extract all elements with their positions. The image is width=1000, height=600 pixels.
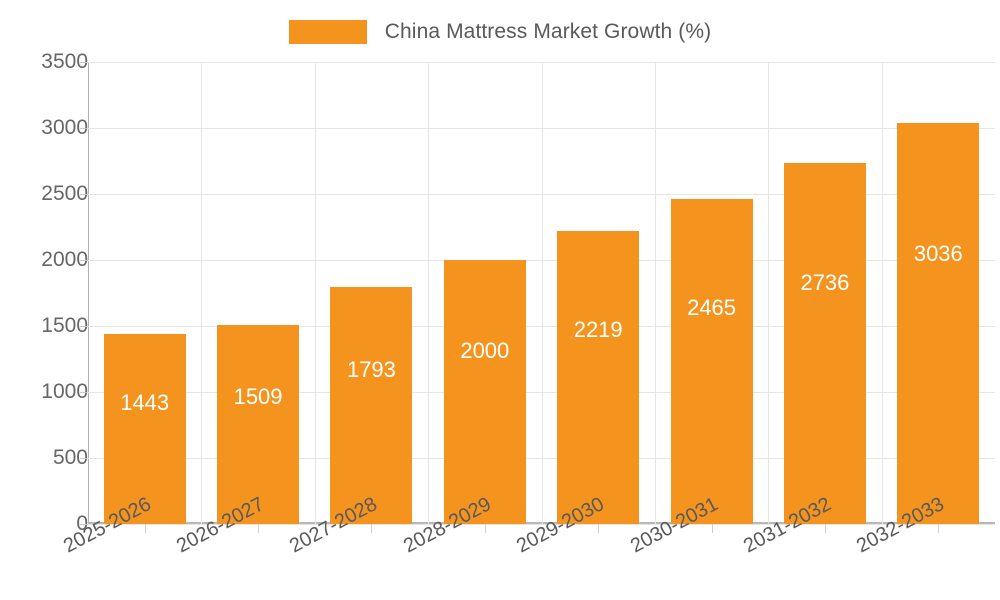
y-axis-tick-mark (80, 524, 88, 525)
y-axis-line (88, 62, 89, 524)
gridline-horizontal (88, 524, 995, 525)
gridline-horizontal (88, 128, 995, 129)
gridline-vertical (655, 62, 656, 524)
legend-item-0[interactable]: China Mattress Market Growth (%) (288, 20, 712, 44)
bar[interactable]: 2000 (443, 260, 526, 524)
bar[interactable]: 3036 (897, 123, 980, 524)
bar-value-label: 1793 (346, 357, 396, 383)
gridline-vertical (428, 62, 429, 524)
bar-value-label: 1443 (120, 389, 170, 415)
x-axis-tick-mark (371, 524, 372, 533)
y-axis-tick-mark (80, 194, 88, 195)
gridline-vertical (882, 62, 883, 524)
bar-value-label: 3036 (913, 241, 963, 267)
bar-value-label: 2000 (460, 338, 510, 363)
y-axis-tick-label: 3500 (41, 50, 88, 73)
gridline-vertical (768, 62, 769, 524)
y-axis-tick-mark (80, 392, 88, 393)
y-axis-tick-label: 1500 (41, 314, 88, 337)
x-axis-tick-mark (485, 524, 486, 533)
gridline-vertical (542, 62, 543, 524)
y-axis-tick-label: 3000 (41, 116, 88, 139)
gridline-vertical (315, 62, 316, 524)
chart-legend: China Mattress Market Growth (%) (0, 12, 1000, 52)
legend-color-swatch-icon (288, 20, 367, 44)
y-axis-tick-label: 2500 (41, 182, 88, 205)
legend-label: China Mattress Market Growth (%) (384, 20, 712, 43)
x-axis-tick-mark (825, 524, 826, 533)
y-axis-tick-mark (80, 260, 88, 261)
y-axis: 0 500 1000 1500 2000 2500 3000 3500 (0, 50, 88, 535)
gridline-horizontal (88, 392, 995, 393)
x-axis-tick-mark (938, 524, 939, 533)
bar[interactable]: 2465 (670, 198, 753, 524)
x-axis-tick-mark (258, 524, 259, 533)
plot-area: 1443 1509 1793 2000 2219 2465 2736 3036 (88, 62, 995, 525)
x-axis-tick-mark (712, 524, 713, 533)
gridline-horizontal (88, 62, 995, 63)
bar[interactable]: 2736 (783, 162, 866, 524)
bar[interactable]: 1793 (330, 287, 413, 524)
y-axis-tick-mark (80, 326, 88, 327)
y-axis-tick-label: 2000 (41, 248, 88, 271)
x-axis: 2025-2026 2026-2027 2027-2028 2028-2029 2029… (60, 493, 995, 600)
y-axis-tick-label: 1000 (41, 380, 88, 403)
y-axis-tick-label: 0 (16, 512, 88, 536)
y-axis-tick-label: 500 (52, 446, 88, 469)
y-axis-tick-mark (80, 62, 88, 63)
y-axis-tick-mark (80, 128, 88, 129)
gridline-horizontal (88, 458, 995, 459)
bar-value-label: 1509 (233, 383, 283, 409)
bar-value-label: 2465 (687, 294, 737, 320)
gridline-vertical (201, 62, 202, 524)
bar-value-label: 2219 (573, 317, 623, 343)
bar-value-label: 2736 (800, 269, 850, 295)
x-axis-line (88, 522, 995, 524)
x-axis-tick-mark (145, 524, 146, 533)
gridline-horizontal (88, 260, 995, 261)
gridline-horizontal (88, 194, 995, 195)
gridline-horizontal (88, 326, 995, 327)
y-axis-tick-mark (80, 458, 88, 459)
bar[interactable]: 2219 (557, 231, 640, 524)
x-axis-tick-mark (598, 524, 599, 533)
